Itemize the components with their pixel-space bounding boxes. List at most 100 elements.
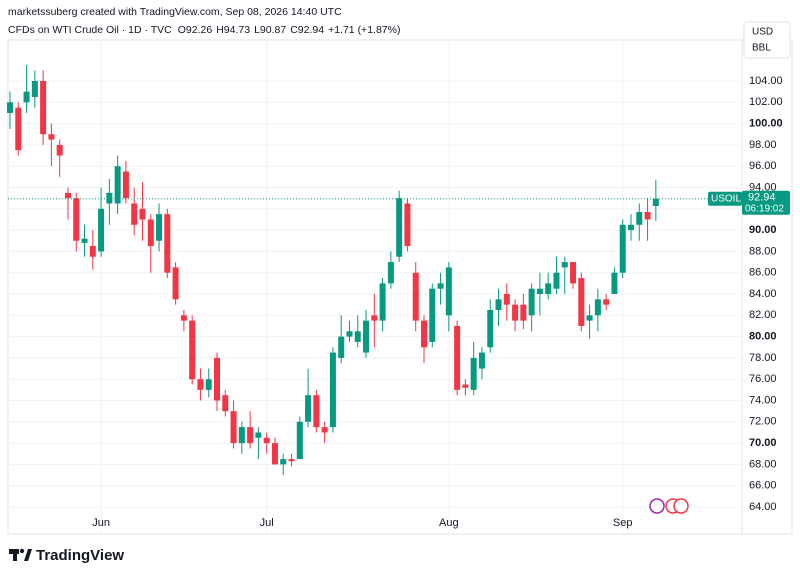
candle-body <box>354 331 361 342</box>
candle-body <box>280 459 287 465</box>
symbol-tag-text: USOIL <box>711 193 741 204</box>
logo <box>9 548 32 561</box>
ohlc-value: 92.26 <box>186 24 212 36</box>
candle-body <box>478 352 485 369</box>
candle-body <box>412 272 419 321</box>
candle-body <box>189 320 196 380</box>
candle-body <box>346 331 353 337</box>
candle-body <box>545 283 552 295</box>
candle-body <box>271 443 278 465</box>
y-tick-label: 64.00 <box>749 501 777 513</box>
candle-body <box>263 437 270 444</box>
candle-body <box>238 427 245 444</box>
candle-body <box>553 272 560 289</box>
candle-body <box>81 238 88 243</box>
candle-body <box>73 198 80 241</box>
candle-body <box>570 262 577 284</box>
candle-body <box>454 325 461 390</box>
candle-body <box>628 224 634 231</box>
candle-body <box>172 267 179 300</box>
candle-body <box>147 219 154 247</box>
y-tick-label: 84.00 <box>749 288 777 300</box>
candle-body <box>329 352 336 428</box>
x-tick-label: Jul <box>260 517 274 529</box>
candle-body <box>611 272 618 295</box>
candle-body <box>247 427 254 444</box>
price-tag <box>742 190 790 215</box>
ohlc-key: O <box>178 24 186 36</box>
y-tick-label: 82.00 <box>749 309 777 321</box>
ohlc-key: H <box>216 24 224 36</box>
candle-body <box>222 395 229 412</box>
candle-body <box>7 102 13 113</box>
candle-body <box>396 198 403 257</box>
currency: USD <box>752 27 773 38</box>
candle-body <box>313 395 320 428</box>
candle-body <box>594 299 601 316</box>
credit: marketssuberg created with TradingView.c… <box>8 6 342 18</box>
candle-body <box>619 224 626 273</box>
ohlc-key: L <box>254 24 260 36</box>
y-tick-label: 78.00 <box>749 352 777 364</box>
candle-body <box>89 246 96 257</box>
ohlc-value: 92.94 <box>298 24 324 36</box>
x-tick-label: Sep <box>613 517 633 529</box>
candle-body <box>338 336 345 358</box>
x-tick-label: Jun <box>92 517 110 529</box>
y-tick-label: 74.00 <box>749 394 777 406</box>
candle-body <box>230 411 237 444</box>
candle-body <box>520 304 527 321</box>
price-tag-value: 92.94 <box>748 192 776 204</box>
unit: BBL <box>752 43 771 54</box>
currency-box[interactable] <box>743 21 791 59</box>
candle-body <box>40 81 47 135</box>
candle-body <box>429 288 436 342</box>
symbol-tag <box>708 191 742 206</box>
candle-body <box>288 459 295 462</box>
candle-body <box>404 203 411 247</box>
candle-body <box>387 262 394 284</box>
symbol: CFDs on WTI Crude Oil · 1D · TVC <box>8 24 172 36</box>
y-tick-label: 76.00 <box>749 373 777 385</box>
candle-body <box>321 427 328 433</box>
candle-body <box>644 212 651 220</box>
plot: 64.00 66.00 68.00 70.00 72.00 74.00 76.00 78.00… <box>7 40 790 533</box>
y-tick-label: 104.00 <box>749 75 783 87</box>
candle-body <box>180 315 187 321</box>
candle-body <box>296 421 303 460</box>
candle-body <box>561 262 568 268</box>
candle-body <box>64 192 71 199</box>
candle-body <box>437 283 444 289</box>
candle-body <box>156 214 163 241</box>
price-tag-countdown: 06:19:02 <box>745 203 784 214</box>
candle-body <box>487 309 494 348</box>
y-tick-label: 88.00 <box>749 245 777 257</box>
candle-body <box>363 320 370 353</box>
candle-body <box>197 379 204 390</box>
candle-body <box>536 288 543 295</box>
candle-body <box>48 134 55 140</box>
y-tick-label: 96.00 <box>749 160 777 172</box>
y-tick-label: 72.00 <box>749 416 777 428</box>
candle-body <box>445 267 452 316</box>
y-tick-label: 100.00 <box>749 118 783 130</box>
candle-body <box>578 278 585 326</box>
candle-body <box>586 315 593 321</box>
ohlc-value: 90.87 <box>260 24 286 36</box>
y-tick-label: 86.00 <box>749 267 777 279</box>
y-tick-label: 98.00 <box>749 139 777 151</box>
candle-body <box>106 192 113 204</box>
candle-body <box>421 320 427 348</box>
candle-body <box>139 208 146 220</box>
y-tick-label: 80.00 <box>749 331 777 343</box>
ohlc-key: C <box>290 24 298 36</box>
brand: TradingView <box>36 547 124 564</box>
candle-body <box>56 144 63 156</box>
candle-body <box>23 91 30 103</box>
chart-frame <box>7 39 793 535</box>
event-icon[interactable] <box>649 498 665 514</box>
event-icon[interactable] <box>673 498 689 514</box>
y-tick-label: 90.00 <box>749 224 777 236</box>
